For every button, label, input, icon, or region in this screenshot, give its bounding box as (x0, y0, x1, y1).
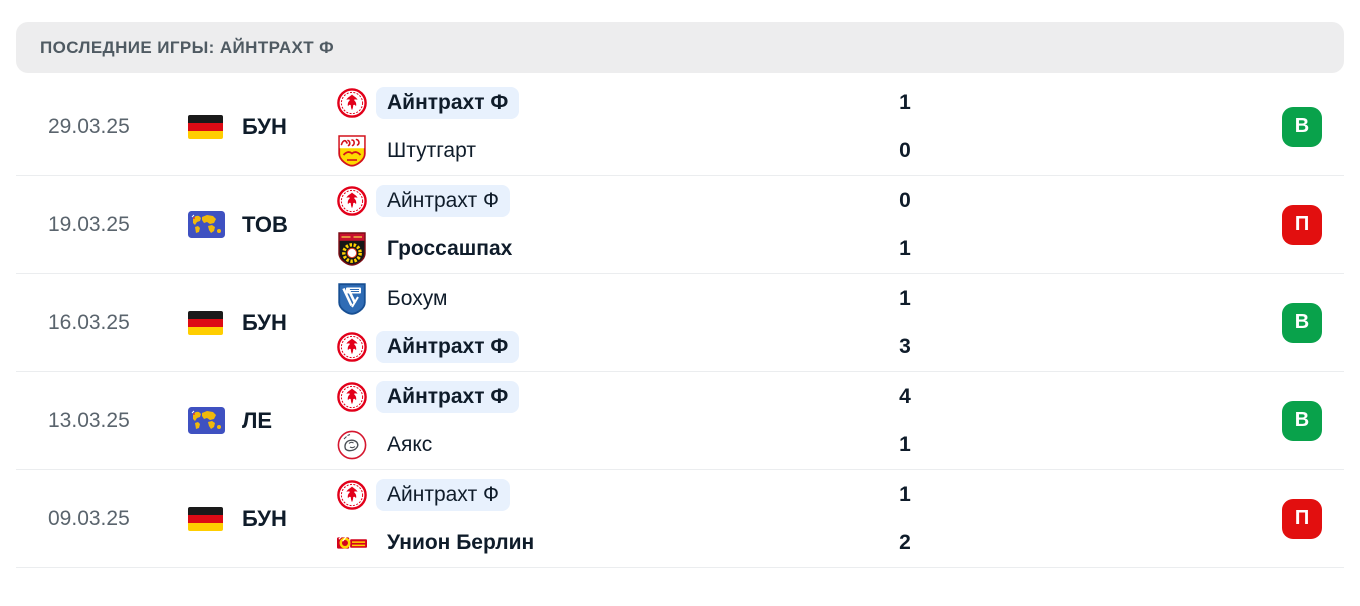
team-line-away: Гроссашпах (321, 231, 855, 266)
team-name[interactable]: Айнтрахт Ф (376, 380, 520, 413)
scores-cell: 1 0 (855, 86, 955, 168)
result-badge: В (1282, 400, 1322, 441)
home-score: 4 (899, 384, 911, 408)
match-list: 29.03.25 БУН Айнтрахт Ф Штутгарт 1 0 В 1… (16, 78, 1344, 568)
scores-cell: 1 3 (855, 282, 955, 364)
match-date: 29.03.25 (48, 114, 130, 138)
team-name[interactable]: Аякс (387, 432, 433, 456)
match-row[interactable]: 13.03.25 ЛЕ Айнтрахт Ф Аякс 4 1 В (16, 372, 1344, 470)
home-score: 1 (899, 90, 911, 114)
match-row[interactable]: 16.03.25 БУН Бохум Айнтрахт Ф 1 3 В (16, 274, 1344, 372)
competition-cell: ЛЕ (156, 407, 321, 434)
germany-flag-icon (188, 310, 225, 335)
away-score: 2 (899, 530, 911, 554)
team-name[interactable]: Айнтрахт Ф (376, 86, 520, 119)
team-line-away: Айнтрахт Ф (321, 330, 855, 364)
world-map-icon (188, 407, 225, 434)
away-score: 1 (899, 432, 911, 456)
home-score: 1 (899, 482, 911, 506)
team-line-home: Айнтрахт Ф (321, 184, 855, 218)
team-line-away: Аякс (321, 428, 855, 462)
away-score: 0 (899, 138, 911, 162)
competition-code: ТОВ (242, 211, 288, 237)
team-name[interactable]: Гроссашпах (387, 236, 513, 260)
team-name[interactable]: Айнтрахт Ф (376, 184, 510, 217)
eintracht-frankfurt-logo (337, 330, 367, 364)
teams-cell: Бохум Айнтрахт Ф (321, 282, 855, 364)
team-name[interactable]: Айнтрахт Ф (376, 330, 520, 363)
team-name[interactable]: Унион Берлин (387, 530, 535, 554)
competition-cell: БУН (156, 310, 321, 336)
section-header: ПОСЛЕДНИЕ ИГРЫ: АЙНТРАХТ Ф (16, 22, 1344, 73)
match-date: 13.03.25 (48, 408, 130, 432)
ajax-logo (337, 428, 367, 462)
team-name[interactable]: Бохум (387, 286, 448, 310)
match-row[interactable]: 09.03.25 БУН Айнтрахт Ф Унион Берлин 1 2… (16, 470, 1344, 568)
competition-code: ЛЕ (242, 407, 273, 433)
bochum-logo (337, 282, 367, 316)
match-row[interactable]: 29.03.25 БУН Айнтрахт Ф Штутгарт 1 0 В (16, 78, 1344, 176)
section-title: ПОСЛЕДНИЕ ИГРЫ: АЙНТРАХТ Ф (40, 37, 335, 57)
team-name[interactable]: Айнтрахт Ф (376, 478, 510, 511)
home-score: 0 (899, 188, 911, 212)
teams-cell: Айнтрахт Ф Аякс (321, 380, 855, 462)
scores-cell: 1 2 (855, 478, 955, 560)
teams-cell: Айнтрахт Ф Унион Берлин (321, 478, 855, 560)
eintracht-frankfurt-logo (337, 86, 367, 120)
team-line-home: Бохум (321, 282, 855, 316)
result-badge: В (1282, 302, 1322, 343)
team-line-home: Айнтрахт Ф (321, 478, 855, 512)
competition-cell: БУН (156, 506, 321, 532)
match-date: 09.03.25 (48, 506, 130, 530)
team-line-away: Штутгарт (321, 134, 855, 168)
match-row[interactable]: 19.03.25 ТОВ Айнтрахт Ф Гроссашпах 0 1 П (16, 176, 1344, 274)
germany-flag-icon (188, 114, 225, 139)
teams-cell: Айнтрахт Ф Штутгарт (321, 86, 855, 168)
match-date: 16.03.25 (48, 310, 130, 334)
scores-cell: 4 1 (855, 380, 955, 462)
competition-cell: БУН (156, 114, 321, 140)
competition-code: БУН (242, 505, 287, 531)
team-line-home: Айнтрахт Ф (321, 380, 855, 414)
competition-code: БУН (242, 309, 287, 335)
team-line-home: Айнтрахт Ф (321, 86, 855, 120)
competition-code: БУН (242, 113, 287, 139)
away-score: 1 (899, 236, 911, 260)
eintracht-frankfurt-logo (337, 478, 367, 512)
away-score: 3 (899, 334, 911, 358)
result-badge: П (1282, 204, 1322, 245)
scores-cell: 0 1 (855, 184, 955, 266)
stuttgart-logo (337, 134, 367, 168)
eintracht-frankfurt-logo (337, 184, 367, 218)
home-score: 1 (899, 286, 911, 310)
team-name[interactable]: Штутгарт (387, 138, 476, 162)
team-line-away: Унион Берлин (321, 526, 855, 560)
eintracht-frankfurt-logo (337, 380, 367, 414)
match-date: 19.03.25 (48, 212, 130, 236)
result-badge: П (1282, 498, 1322, 539)
teams-cell: Айнтрахт Ф Гроссашпах (321, 184, 855, 266)
competition-cell: ТОВ (156, 211, 321, 238)
germany-flag-icon (188, 506, 225, 531)
result-badge: В (1282, 106, 1322, 147)
world-map-icon (188, 211, 225, 238)
grossaspach-logo (337, 231, 367, 266)
union-berlin-logo (337, 526, 367, 560)
